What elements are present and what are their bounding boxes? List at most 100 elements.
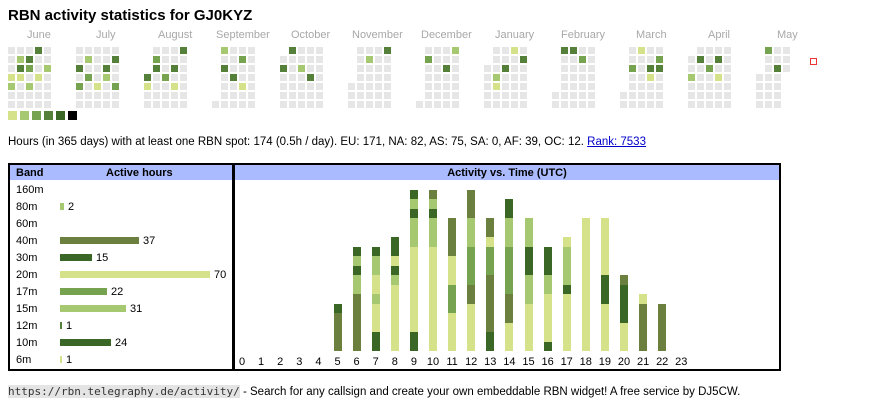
heatmap-cell [153,56,160,63]
hour-tick-label: 15 [522,356,535,368]
heatmap-cell [112,56,119,63]
heatmap-cell [484,101,491,108]
hour-tick-label: 23 [675,356,688,368]
heatmap-cell [452,101,459,108]
bar-segment-17m [448,284,457,313]
heatmap-cell [112,83,119,90]
band-hours-count: 37 [143,235,156,247]
heatmap-cell [298,47,305,54]
heatmap-cell [44,83,51,90]
heatmap-cell [239,74,246,81]
bar-segment-20m [505,322,514,351]
heatmap-cell [26,101,33,108]
heatmap-cell [629,74,636,81]
heatmap-cell [756,83,763,90]
heatmap-cell [561,56,568,63]
heatmap-cell [783,56,790,63]
heatmap-cell [656,65,663,72]
heatmap-cell [298,101,305,108]
footer-url[interactable]: https://rbn.telegraphy.de/activity/ [8,385,240,398]
heatmap-cell [688,83,695,90]
heatmap-cell [307,56,314,63]
heatmap-cell [366,56,373,63]
bar-segment-15m [543,275,552,294]
heatmap-cell [153,101,160,108]
heatmap-cell [570,56,577,63]
heatmap-cell [697,101,704,108]
heatmap-cell [688,92,695,99]
heatmap-cell [35,101,42,108]
hour-tick-label: 21 [636,356,650,368]
bar-segment-20m [486,237,495,247]
heatmap-cell [588,92,595,99]
band-table: Band Active hours 160m 80m 2 60m 40m 37 30m 15 2… [8,163,234,371]
heatmap-cell [774,74,781,81]
heatmap-cell [715,56,722,63]
heatmap-cell [452,74,459,81]
heatmap-cell [783,47,790,54]
hour-tick-label: 4 [315,356,322,368]
heatmap-cell [502,101,509,108]
heatmap-cell [221,83,228,90]
band-hours-bar [60,203,64,210]
rank-link[interactable]: Rank: 7533 [587,136,646,148]
heatmap-cell [520,83,527,90]
heatmap-cell [44,47,51,54]
heatmap-cell [366,83,373,90]
heatmap-cell [17,74,24,81]
heatmap-cell [588,56,595,63]
heatmap-cell [697,65,704,72]
heatmap-cell [17,101,24,108]
heatmap-cell [94,56,101,63]
heatmap-cell [85,47,92,54]
heatmap-cell [230,65,237,72]
heatmap-cell [289,47,296,54]
heatmap-cell [756,101,763,108]
heatmap-cell [153,65,160,72]
month-label-august: August [158,29,193,41]
heatmap-cell [579,83,586,90]
bar-segment-20m [467,303,476,351]
heatmap-cell [44,56,51,63]
bar-segment-20m [429,246,437,351]
heatmap-cell [697,83,704,90]
heatmap-cell [153,92,160,99]
heatmap-cell [162,83,169,90]
band-hours-bar [60,305,126,312]
bar-segment-30m [409,332,418,351]
bar-segment-30m [505,199,514,218]
heatmap-cell [647,83,654,90]
hour-tick-label: 9 [410,356,417,368]
heatmap-cell [688,74,695,81]
heatmap-cell [484,83,491,90]
heatmap-cell [384,92,391,99]
band-name: 40m [16,235,38,247]
heatmap-cell [239,101,246,108]
month-labels: June July August September October November De… [0,29,870,43]
heatmap-cell [316,83,323,90]
heatmap-cell [289,83,296,90]
bar-segment-40m [486,218,495,237]
heatmap-cell [520,101,527,108]
heatmap-cell [774,101,781,108]
heatmap-cell [765,101,772,108]
heatmap-cell [8,65,15,72]
heatmap-cell [316,65,323,72]
heatmap-cell [35,92,42,99]
band-row-60m: 60m [10,215,232,232]
band-row-12m: 12m 1 [10,317,232,334]
heatmap-cell [85,92,92,99]
band-row-10m: 10m 24 [10,334,232,351]
heatmap-cell [570,74,577,81]
heatmap-cell [76,56,83,63]
heatmap-cell [221,47,228,54]
heatmap-cell [248,101,255,108]
heatmap-cell [765,47,772,54]
heatmap-cell [511,101,518,108]
heatmap-cell [570,92,577,99]
band-hours-count: 24 [115,337,128,349]
bar-segment-20m [448,256,457,285]
heatmap-cell [103,74,110,81]
heatmap-cell [375,101,382,108]
heatmap-cell [493,101,500,108]
